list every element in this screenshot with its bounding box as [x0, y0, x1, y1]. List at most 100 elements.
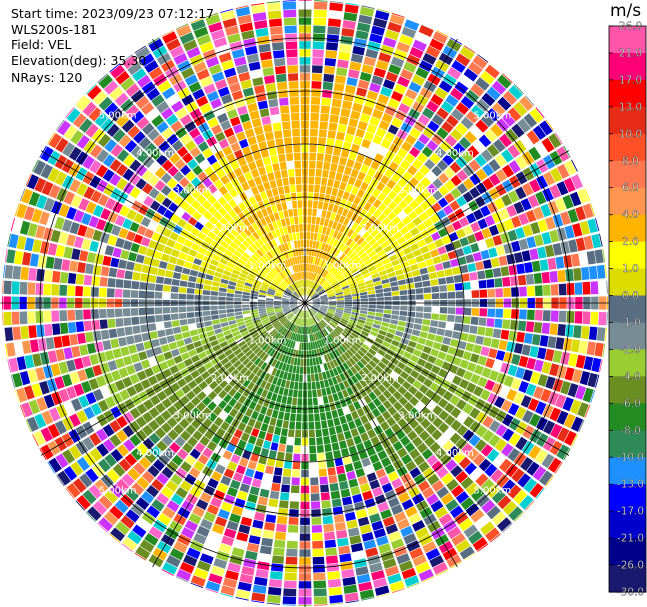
velocity-gate	[494, 278, 503, 288]
velocity-gate	[425, 339, 434, 348]
velocity-gate	[385, 29, 400, 41]
velocity-gate	[488, 224, 499, 236]
velocity-gate	[391, 172, 401, 183]
velocity-gate	[410, 243, 419, 252]
velocity-gate	[502, 164, 515, 178]
velocity-gate	[440, 101, 454, 114]
velocity-gate	[310, 128, 318, 137]
velocity-gate	[452, 266, 461, 275]
velocity-gate	[398, 200, 408, 210]
velocity-gate	[409, 188, 420, 199]
velocity-gate	[473, 209, 484, 221]
velocity-gate	[344, 308, 352, 312]
velocity-gate	[373, 199, 382, 209]
velocity-gate	[311, 273, 316, 281]
velocity-gate	[461, 273, 470, 282]
velocity-gate	[388, 64, 402, 75]
velocity-gate	[377, 236, 387, 245]
velocity-gate	[387, 211, 397, 221]
velocity-gate	[521, 250, 531, 262]
velocity-gate	[335, 310, 343, 314]
velocity-gate	[422, 52, 437, 65]
velocity-gate	[335, 75, 346, 84]
velocity-gate	[343, 292, 352, 296]
velocity-gate	[466, 362, 477, 372]
velocity-gate	[346, 126, 356, 136]
velocity-gate	[313, 283, 319, 290]
velocity-gate	[436, 270, 445, 278]
velocity-gate	[474, 154, 487, 167]
velocity-gate	[477, 270, 486, 280]
velocity-gate	[492, 235, 503, 246]
velocity-gate	[578, 340, 588, 354]
velocity-gate	[387, 124, 399, 135]
velocity-gate	[392, 184, 403, 194]
velocity-gate	[586, 341, 596, 356]
velocity-gate	[314, 176, 321, 185]
velocity-gate	[410, 227, 420, 237]
velocity-gate	[444, 268, 453, 277]
velocity-gate	[529, 413, 541, 427]
velocity-gate	[359, 288, 367, 293]
velocity-gate	[341, 316, 350, 321]
velocity-gate	[320, 307, 328, 311]
velocity-gate	[386, 179, 397, 190]
colorbar-tick-label: 21.0	[619, 48, 642, 60]
velocity-gate	[422, 280, 431, 287]
velocity-gate	[337, 59, 349, 69]
velocity-gate	[562, 194, 574, 209]
velocity-gate	[372, 277, 381, 283]
velocity-gate	[367, 41, 381, 52]
velocity-gate	[426, 140, 439, 152]
velocity-gate	[350, 284, 358, 290]
velocity-gate	[369, 82, 381, 93]
velocity-gate	[336, 296, 344, 299]
velocity-gate	[312, 298, 320, 302]
velocity-gate	[310, 256, 314, 264]
velocity-gate	[317, 201, 324, 210]
velocity-gate	[320, 304, 329, 306]
velocity-gate	[575, 354, 586, 369]
velocity-gate	[440, 344, 450, 353]
velocity-gate	[373, 67, 387, 78]
velocity-gate	[507, 364, 518, 377]
velocity-gate	[394, 110, 407, 121]
velocity-gate	[316, 257, 321, 266]
velocity-gate	[327, 311, 335, 315]
velocity-gate	[309, 152, 317, 161]
velocity-gate	[392, 205, 403, 216]
velocity-gate	[417, 358, 427, 367]
velocity-gate	[423, 312, 432, 319]
velocity-gate	[391, 291, 400, 296]
velocity-gate	[312, 305, 320, 308]
velocity-gate	[555, 197, 567, 212]
velocity-gate	[447, 250, 457, 260]
velocity-gate	[346, 77, 358, 87]
velocity-gate	[445, 276, 455, 284]
velocity-gate	[549, 363, 560, 377]
velocity-gate	[369, 269, 378, 276]
velocity-gate	[325, 50, 338, 59]
velocity-gate	[563, 338, 573, 351]
velocity-gate	[367, 225, 376, 234]
velocity-gate	[336, 274, 344, 281]
velocity-gate	[565, 324, 574, 338]
velocity-gate	[556, 410, 569, 425]
velocity-gate	[392, 154, 404, 165]
velocity-gate	[307, 224, 311, 232]
velocity-gate	[454, 315, 463, 323]
velocity-gate	[480, 113, 495, 128]
velocity-gate	[439, 314, 447, 321]
velocity-gate	[571, 416, 584, 432]
velocity-gate	[393, 231, 403, 240]
velocity-gate	[391, 314, 399, 320]
velocity-gate	[404, 153, 416, 164]
velocity-gate	[429, 152, 441, 164]
velocity-gate	[339, 224, 347, 233]
velocity-gate	[582, 203, 594, 219]
velocity-gate	[454, 283, 463, 291]
velocity-gate	[422, 107, 435, 119]
velocity-gate	[481, 227, 492, 239]
velocity-gate	[555, 256, 565, 269]
velocity-gate	[326, 312, 334, 317]
